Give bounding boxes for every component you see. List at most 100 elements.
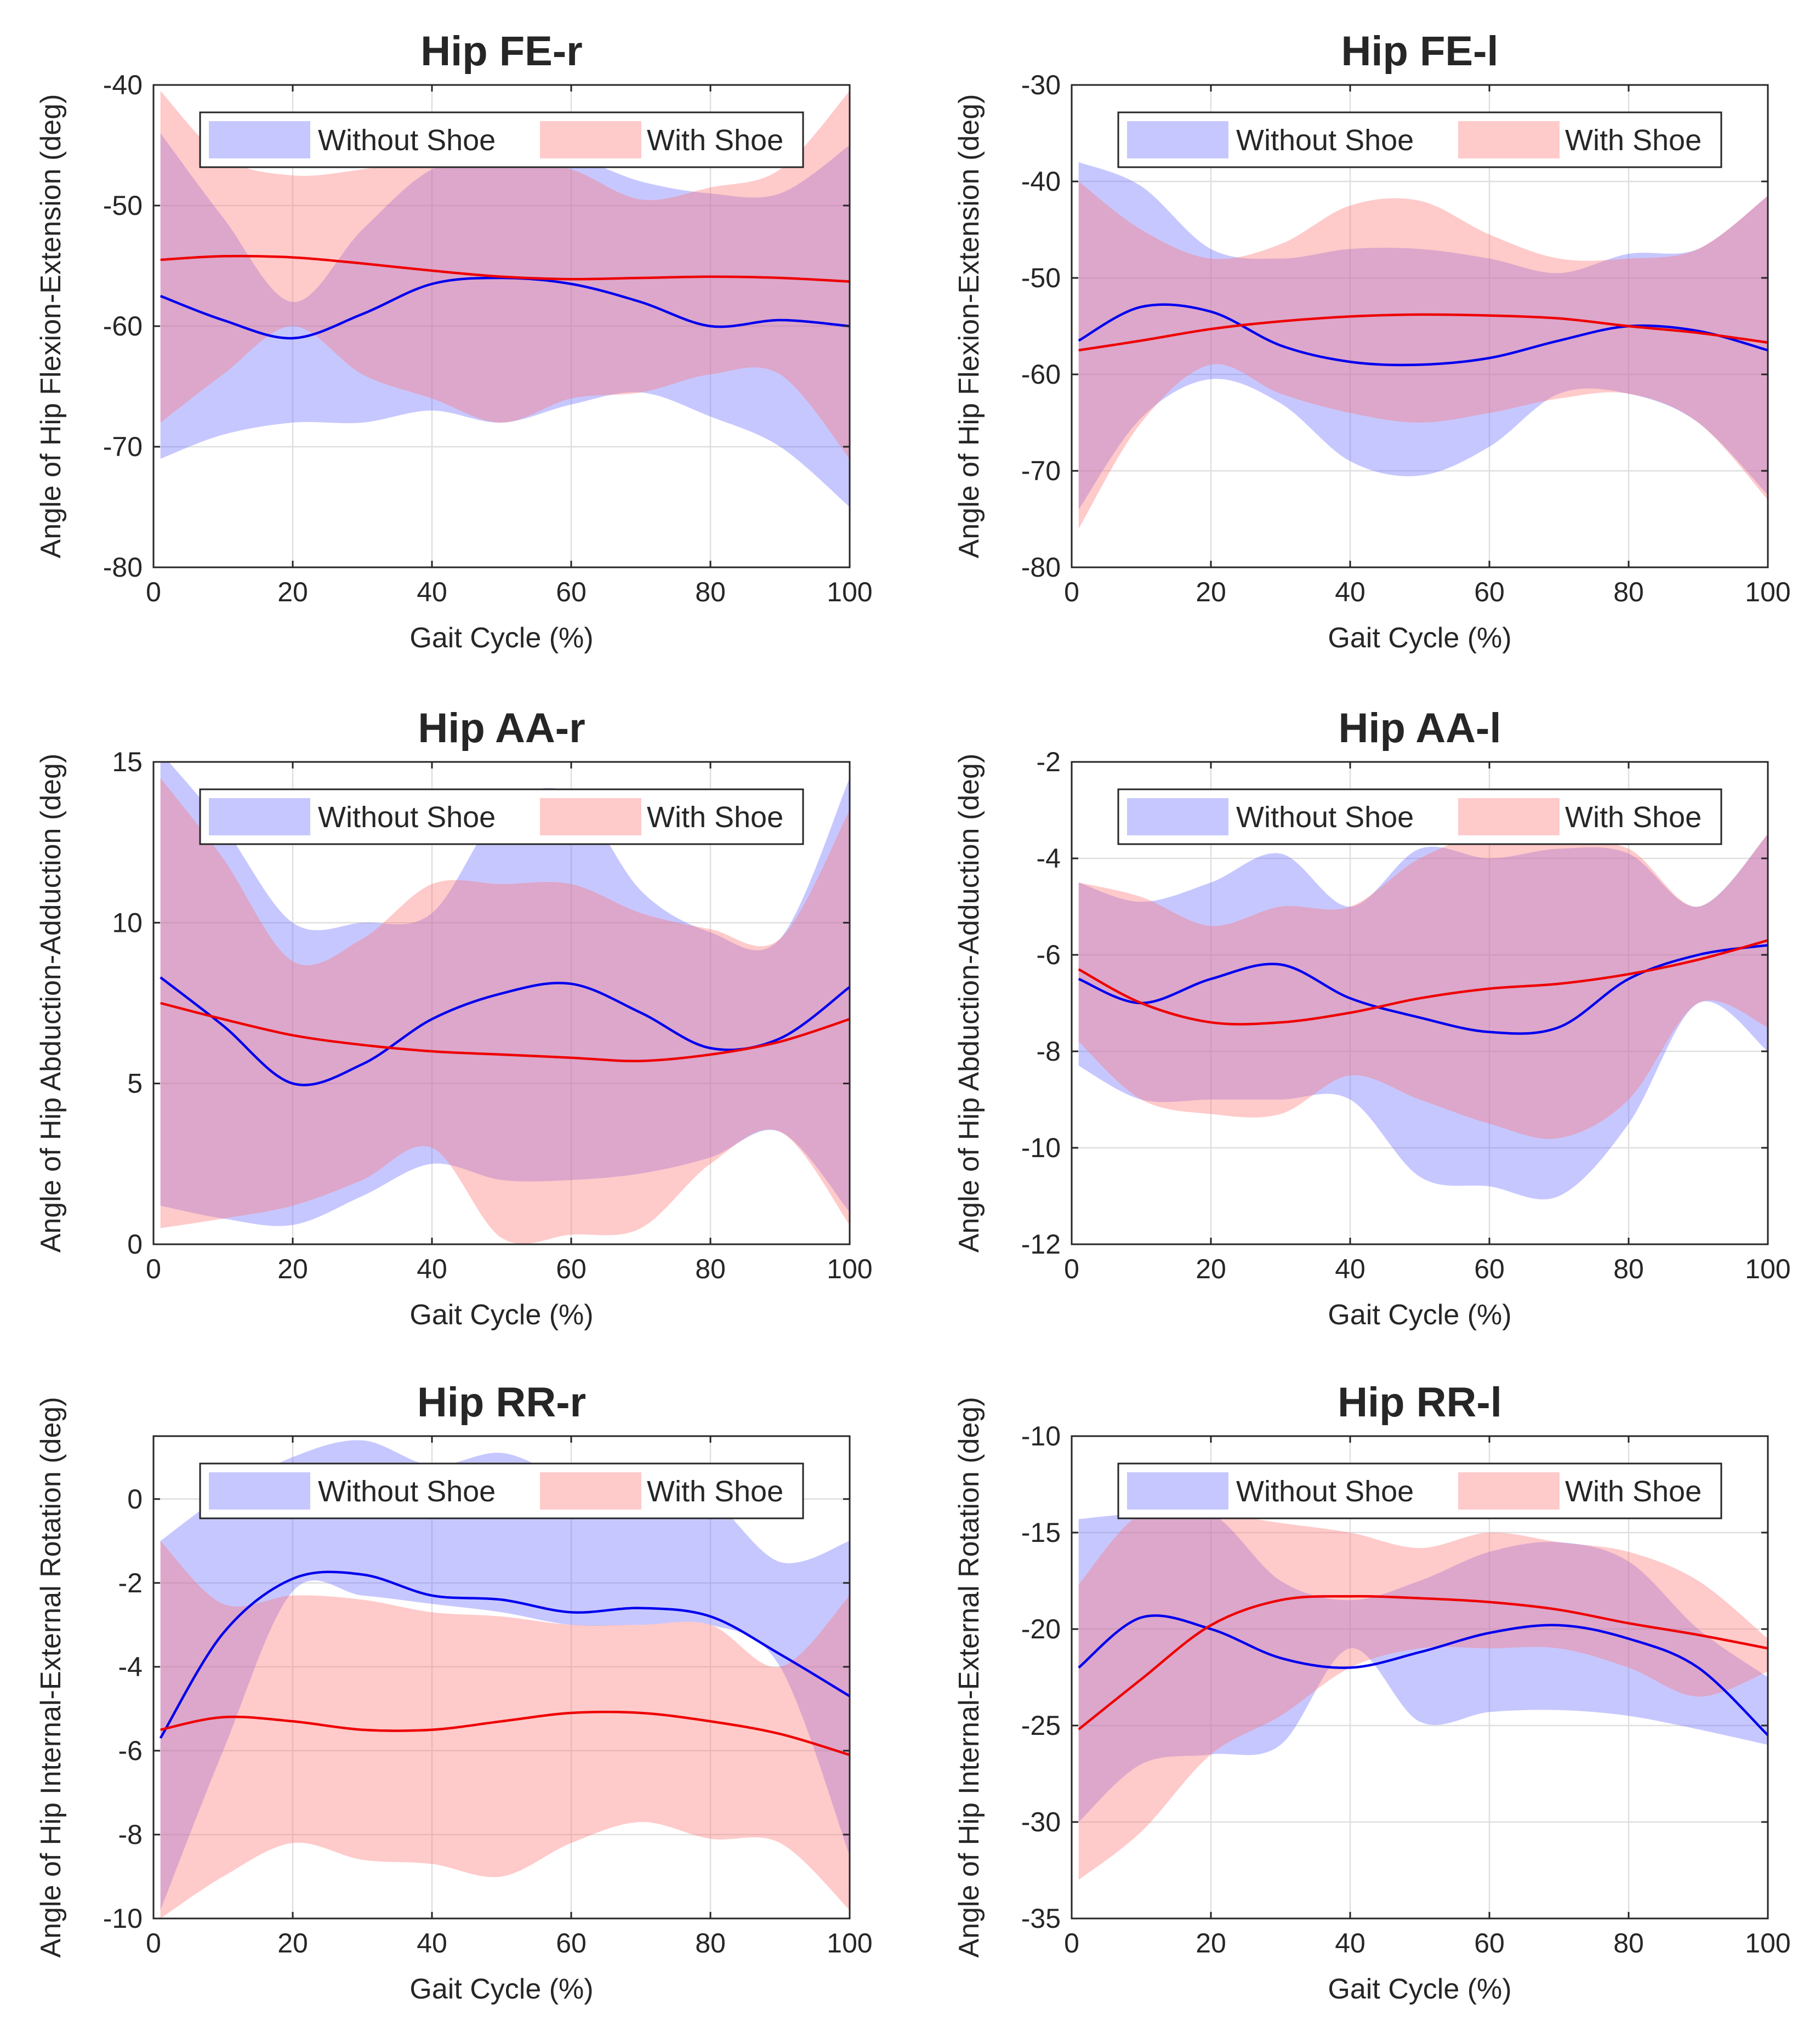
x-tick-label: 20 [277, 577, 308, 607]
without-shoe-band [160, 1440, 850, 1910]
series-group [160, 91, 850, 507]
legend: Without Shoe With Shoe [199, 111, 804, 168]
y-tick-label: -30 [1021, 70, 1061, 100]
without-shoe-band [160, 133, 850, 507]
y-tick-label: -40 [103, 70, 143, 100]
x-tick-label: 0 [1064, 577, 1079, 607]
y-axis-label: Angle of Hip Internal-External Rotation … [35, 1397, 67, 1957]
axes-frame [1071, 84, 1769, 568]
y-tick-label: -10 [1021, 1421, 1061, 1451]
axes-frame [152, 761, 851, 1245]
x-tick-label: 40 [417, 1254, 447, 1284]
series-group [1078, 834, 1768, 1200]
without-shoe-mean-line [159, 1570, 850, 1739]
x-tick-label: 40 [1335, 1254, 1365, 1284]
without-shoe-band [160, 762, 850, 1226]
y-tick-label: -80 [1021, 552, 1061, 583]
without-shoe-band [1078, 1508, 1768, 1822]
x-tick-label: 40 [1335, 1928, 1365, 1958]
legend-label: With Shoe [1565, 1475, 1702, 1508]
chart-title: Hip FE-r [420, 28, 583, 75]
x-tick-label: 0 [146, 1254, 161, 1284]
y-axis-label: Angle of Hip Flexion-Extension (deg) [35, 94, 67, 559]
y-tick-label: -2 [118, 1568, 143, 1598]
without-shoe-mean-line [1078, 303, 1768, 367]
legend-label: Without Shoe [1236, 1475, 1414, 1508]
chart-panel: 0 20 40 60 80 100 -35 -30 -25 -20 -15 -10 Hip RR-l Ga… [953, 1379, 1791, 2005]
y-tick-label: -10 [103, 1903, 143, 1934]
legend-label: Without Shoe [318, 124, 496, 157]
y-tick-label: -70 [103, 431, 143, 462]
y-tick-label: -40 [1021, 166, 1061, 197]
x-tick-label: 20 [1196, 1254, 1226, 1284]
with-shoe-band [1078, 1507, 1768, 1880]
legend-label: Without Shoe [1236, 801, 1414, 834]
series-group [159, 1440, 850, 1918]
with-shoe-legend-swatch [1458, 1472, 1560, 1510]
legend-box [1117, 1462, 1722, 1519]
x-axis-label: Gait Cycle (%) [409, 622, 593, 654]
with-shoe-band [1078, 181, 1768, 529]
legend-box [1117, 788, 1722, 845]
with-shoe-legend-swatch [1458, 121, 1560, 158]
chart-title: Hip RR-r [417, 1379, 586, 1426]
axes-frame [1071, 761, 1769, 1245]
x-tick-label: 80 [1613, 1254, 1644, 1284]
legend-label: With Shoe [647, 124, 783, 157]
x-tick-label: 100 [827, 577, 872, 607]
with-shoe-band [160, 778, 850, 1244]
y-tick-label: -25 [1021, 1710, 1061, 1741]
with-shoe-mean-line [1078, 1595, 1768, 1730]
x-tick-label: 40 [417, 1928, 447, 1958]
with-shoe-mean-line [1078, 939, 1768, 1026]
without-shoe-legend-swatch [1127, 798, 1228, 835]
y-tick-label: -80 [103, 552, 143, 583]
without-shoe-legend-swatch [209, 798, 310, 835]
y-axis-label: Angle of Hip Internal-External Rotation … [953, 1397, 985, 1957]
series-group [1078, 1507, 1768, 1880]
axes-frame [1071, 1435, 1769, 1920]
y-tick-label: -4 [1037, 843, 1061, 874]
legend-label: With Shoe [647, 801, 783, 834]
chart-panel: 0 20 40 60 80 100 -10 -8 -6 -4 -2 0 Hip RR-r Gait Cyc… [35, 1379, 873, 2005]
chart-title: Hip AA-l [1339, 705, 1501, 751]
x-tick-label: 60 [556, 577, 587, 607]
y-tick-label: 5 [127, 1068, 143, 1099]
x-tick-label: 20 [277, 1254, 308, 1284]
x-tick-label: 80 [695, 1254, 726, 1284]
y-tick-label: -8 [1037, 1036, 1061, 1067]
chart-title: Hip AA-r [418, 705, 585, 751]
legend: Without Shoe With Shoe [1117, 111, 1722, 168]
with-shoe-mean-line [160, 1001, 850, 1062]
without-shoe-legend-swatch [1127, 1472, 1228, 1510]
with-shoe-legend-swatch [540, 798, 641, 835]
x-tick-label: 0 [1064, 1254, 1079, 1284]
x-tick-label: 80 [1613, 577, 1644, 607]
y-tick-label: -12 [1021, 1229, 1061, 1260]
y-axis-label: Angle of Hip Flexion-Extension (deg) [953, 94, 985, 559]
with-shoe-legend-swatch [1458, 798, 1560, 835]
y-tick-label: -10 [1021, 1132, 1061, 1163]
x-tick-label: 60 [1474, 1254, 1505, 1284]
x-tick-label: 80 [695, 577, 726, 607]
x-tick-label: 100 [1745, 1254, 1790, 1284]
x-tick-label: 20 [1196, 577, 1226, 607]
legend-label: Without Shoe [1236, 124, 1414, 157]
legend: Without Shoe With Shoe [199, 1462, 804, 1519]
x-tick-label: 100 [1745, 1928, 1790, 1958]
with-shoe-mean-line [160, 1710, 850, 1756]
y-tick-label: -15 [1021, 1517, 1061, 1548]
legend-box [199, 111, 804, 168]
x-tick-label: 60 [1474, 577, 1505, 607]
x-tick-label: 0 [146, 1928, 161, 1958]
legend-label: With Shoe [1565, 801, 1702, 834]
without-shoe-legend-swatch [209, 1472, 310, 1510]
x-tick-label: 60 [1474, 1928, 1505, 1958]
x-tick-label: 0 [146, 577, 161, 607]
y-tick-label: 0 [127, 1229, 143, 1260]
x-axis-label: Gait Cycle (%) [1328, 622, 1511, 654]
without-shoe-band [1078, 162, 1768, 510]
chart-title: Hip RR-l [1338, 1379, 1502, 1426]
x-tick-label: 80 [1613, 1928, 1644, 1958]
